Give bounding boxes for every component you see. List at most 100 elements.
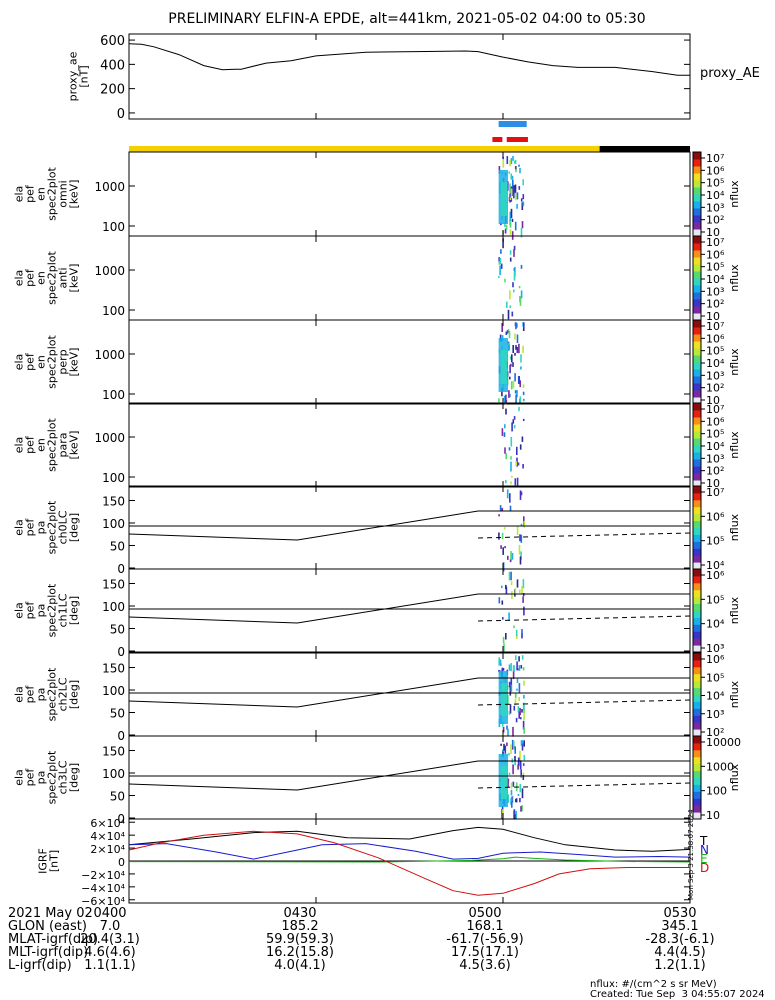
pitch-1-pixel xyxy=(516,634,518,639)
pitch-2-pixel xyxy=(510,663,512,672)
energy-2-ylabel-line: spec2plot xyxy=(46,251,59,305)
pitch-2-pixel xyxy=(512,669,515,680)
energy-1-pixel xyxy=(520,198,523,202)
energy-2-pixel xyxy=(509,250,512,255)
energy-3-colorbar-label: 10⁴ xyxy=(706,357,725,370)
energy-2-pixel xyxy=(520,264,523,269)
energy-4-pixel xyxy=(505,408,507,415)
pitch-0-pixel xyxy=(511,553,514,560)
footer-row-value: 4.5(3.6) xyxy=(459,958,511,973)
energy-3-colorbar-label: 10⁶ xyxy=(706,332,725,345)
energy-2-colorbar-segment xyxy=(693,278,701,286)
energy-4-pixel xyxy=(512,419,515,424)
energy-2-pixel xyxy=(499,258,502,265)
pitch-0-ylabel-line: pef xyxy=(24,518,37,537)
pitch-0-colorbar-segment xyxy=(693,555,701,563)
pitch-2-pixel xyxy=(508,664,511,671)
energy-1-pixel xyxy=(514,184,517,193)
pitch-0-colorbar-label: 10⁵ xyxy=(706,535,724,548)
pitch-2-pixel xyxy=(507,728,509,737)
pitch-0-pixel xyxy=(509,505,512,512)
pitch-3-frame xyxy=(128,735,691,820)
energy-1-pixel xyxy=(511,218,514,222)
pitch-1-ytick-label: 150 xyxy=(102,578,125,592)
energy-2-pixel xyxy=(519,296,522,306)
energy-3-pixel xyxy=(505,331,508,335)
pitch-3-colorbar-segment xyxy=(693,805,701,813)
pitch-0-pixel xyxy=(509,493,511,503)
pitch-2-colorbar-segment xyxy=(693,673,701,682)
energy-4-colorbar-segment xyxy=(693,403,701,411)
pitch-3-pixel xyxy=(520,775,522,778)
pitch-1-colorbar-label: 10⁵ xyxy=(706,593,724,606)
pitch-0-pixel xyxy=(502,547,504,555)
energy-4-colorbar-label: 10⁵ xyxy=(706,428,724,441)
pitch-3-pixel xyxy=(519,797,521,803)
energy-1-colorbar-label: 10² xyxy=(706,214,724,227)
pitch-0-ytick-label: 0 xyxy=(117,562,125,576)
energy-2-colorbar-segment xyxy=(693,271,701,279)
epd-bar-2 xyxy=(506,137,528,142)
energy-3-colorbar-segment xyxy=(693,397,701,405)
pitch-2-spectrogram xyxy=(498,655,525,737)
energy-4-colorbar-segment xyxy=(693,480,701,488)
energy-1-pixel xyxy=(518,164,520,167)
energy-3-pixel xyxy=(522,345,524,353)
pitch-2-pixel xyxy=(518,683,521,693)
pitch-0-pixel xyxy=(500,545,502,549)
energy-3-pixel xyxy=(503,395,506,401)
pitch-1-pixel xyxy=(508,612,510,621)
energy-1-colorbar-segment xyxy=(693,194,701,202)
pitch-2-pixel xyxy=(523,712,525,721)
energy-3-pixel xyxy=(514,352,516,356)
energy-3-pixel xyxy=(507,341,509,345)
energy-4-colorbar-label: 10⁶ xyxy=(706,415,725,428)
energy-4-ylabel-line: pef xyxy=(24,435,37,454)
energy-4-colorbar-label: 10⁷ xyxy=(706,403,724,416)
pitch-1-colorbar-title: nflux xyxy=(728,596,741,624)
energy-4-pixel xyxy=(510,456,512,460)
energy-4-pixel xyxy=(513,416,516,420)
pitch-0-colorbar-segment xyxy=(693,541,701,549)
pitch-0-pixel xyxy=(518,544,521,555)
energy-3-ytick-label: 1000 xyxy=(94,348,125,362)
pitch-1-pixel xyxy=(510,581,513,586)
pitch-0-colorbar-label: 10⁴ xyxy=(706,559,725,572)
day-bar xyxy=(129,146,600,152)
pitch-1-colorbar-segment xyxy=(693,645,701,653)
pitch-3-pixel xyxy=(510,782,513,789)
energy-2-colorbar-segment xyxy=(693,292,701,300)
energy-2-pixel xyxy=(509,305,512,309)
energy-1-colorbar-segment xyxy=(693,222,701,230)
pitch-2-pixel xyxy=(515,717,518,723)
energy-2-pixel xyxy=(520,290,523,299)
pitch-3-colorbar-segment xyxy=(693,798,701,806)
pitch-2-pixel xyxy=(518,711,520,719)
pitch-1-colorbar-segment xyxy=(693,638,701,646)
energy-2-pixel xyxy=(500,249,502,254)
energy-3-colorbar-segment xyxy=(693,369,701,377)
energy-3-ylabel-line: perp xyxy=(57,349,70,374)
pitch-3-pixel xyxy=(521,788,524,799)
energy-1-pixel xyxy=(510,173,512,180)
pitch-1-spectrogram xyxy=(498,571,525,652)
energy-1-ylabel-line: [keV] xyxy=(68,180,81,209)
pitch-3-colorbar-segment xyxy=(693,763,701,772)
pitch-1-colorbar-segment xyxy=(693,603,701,611)
pitch-2-pixel xyxy=(523,704,525,710)
energy-4-pixel xyxy=(508,447,511,451)
energy-4-ylabel-line: [keV] xyxy=(68,431,81,460)
energy-1-pixel xyxy=(514,221,517,231)
pitch-0-pixel xyxy=(519,490,522,500)
pitch-1-pixel xyxy=(502,617,504,620)
energy-4-colorbar-title: nflux xyxy=(728,431,741,459)
pitch-3-pixel xyxy=(519,760,522,770)
pitch-1-ylabel-line: [deg] xyxy=(68,596,81,625)
pitch-3-pixel xyxy=(512,744,514,750)
pitch-0-pixel xyxy=(501,532,504,540)
pitch-0-colorbar-segment xyxy=(693,520,701,528)
energy-1-colorbar-segment xyxy=(693,208,701,216)
pitch-3-pixel xyxy=(519,783,522,793)
energy-2-spectrogram xyxy=(498,238,523,320)
